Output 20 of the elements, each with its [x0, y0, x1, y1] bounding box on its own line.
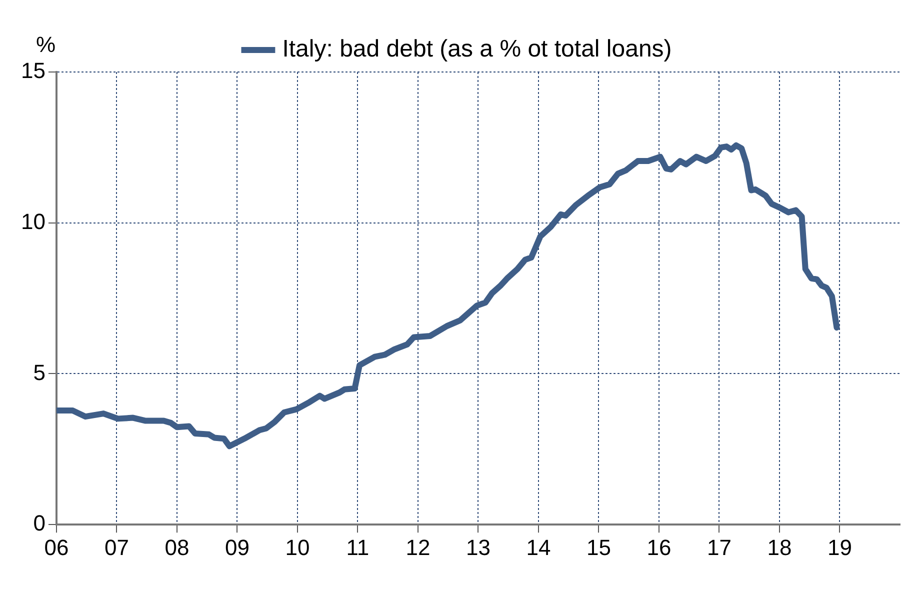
x-tick-label: 10	[285, 534, 310, 560]
x-tick-label: 18	[767, 534, 792, 560]
x-tick-label: 08	[164, 534, 190, 560]
y-tick-label: 15	[20, 58, 46, 84]
x-tick-label: 17	[707, 534, 732, 560]
x-tick-label: 12	[406, 534, 430, 560]
x-tick-label: 16	[646, 534, 672, 560]
x-tick-label: 14	[526, 534, 551, 560]
legend-label: Italy: bad debt (as a % ot total loans)	[282, 36, 672, 63]
x-tick-label: 15	[586, 534, 611, 560]
x-tick-label: 06	[44, 534, 69, 560]
x-tick-label: 07	[104, 534, 129, 560]
x-tick-label: 19	[828, 534, 852, 560]
y-tick-label: 0	[33, 510, 46, 536]
y-tick-label: 10	[20, 208, 46, 234]
x-tick-label: 11	[346, 534, 370, 560]
x-tick-label: 13	[466, 534, 490, 560]
y-axis-title: %	[36, 32, 56, 58]
y-tick-label: 5	[33, 360, 46, 385]
x-tick-label: 09	[224, 534, 250, 560]
